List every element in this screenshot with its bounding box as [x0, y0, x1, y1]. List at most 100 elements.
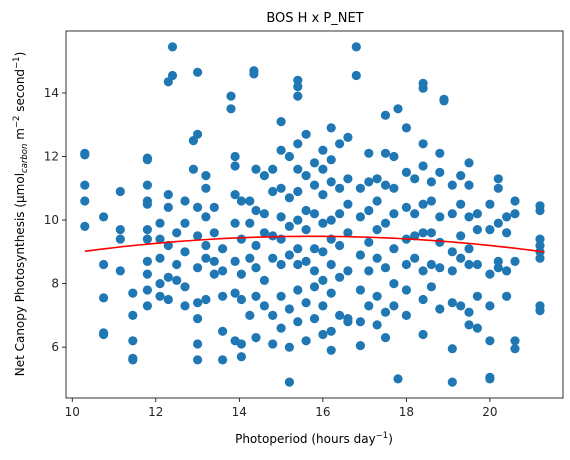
data-point-43 — [172, 228, 182, 238]
data-point-12 — [115, 234, 125, 244]
data-point-228 — [410, 209, 420, 219]
data-point-292 — [502, 291, 512, 301]
data-point-207 — [380, 180, 391, 190]
data-point-134 — [293, 164, 303, 174]
data-point-106 — [259, 228, 269, 238]
data-point-68 — [209, 202, 219, 212]
data-point-217 — [389, 301, 399, 311]
data-point-113 — [268, 310, 278, 320]
data-point-265 — [464, 158, 474, 168]
data-point-32 — [155, 253, 165, 263]
data-point-212 — [389, 151, 399, 162]
data-point-158 — [318, 218, 328, 228]
data-point-116 — [276, 145, 286, 155]
data-point-291 — [502, 266, 512, 276]
data-point-252 — [439, 96, 449, 106]
data-point-261 — [456, 199, 466, 209]
data-point-218 — [393, 104, 403, 114]
y-axis-label: Net Canopy Photosynthesis (μmolcarbon m−… — [12, 52, 30, 377]
data-point-166 — [326, 215, 336, 225]
data-point-152 — [309, 266, 320, 276]
chart-title: BOS H x P_NET — [266, 11, 363, 26]
data-point-120 — [276, 259, 286, 270]
data-point-239 — [418, 329, 428, 340]
data-point-230 — [410, 253, 420, 263]
data-point-49 — [180, 282, 190, 292]
data-point-73 — [218, 266, 228, 276]
data-point-123 — [284, 151, 294, 162]
data-point-61 — [193, 355, 203, 365]
data-point-187 — [355, 183, 365, 193]
x-axis-label: Photoperiod (hours day−1) — [235, 431, 393, 446]
data-point-41 — [167, 42, 178, 52]
data-point-27 — [142, 285, 152, 295]
data-point-150 — [309, 209, 320, 219]
data-point-157 — [318, 190, 328, 200]
data-point-133 — [293, 139, 303, 149]
data-point-46 — [180, 196, 190, 206]
data-point-124 — [284, 193, 294, 203]
data-point-99 — [251, 205, 261, 216]
data-point-227 — [410, 174, 420, 184]
data-point-193 — [364, 148, 374, 158]
data-point-199 — [372, 174, 382, 184]
data-point-184 — [343, 317, 353, 327]
data-point-60 — [193, 339, 203, 349]
data-point-300 — [535, 234, 545, 244]
data-point-255 — [447, 247, 457, 257]
data-point-208 — [380, 218, 391, 228]
data-point-177 — [335, 310, 345, 320]
data-point-33 — [155, 279, 165, 289]
data-point-56 — [193, 231, 203, 241]
data-point-86 — [236, 196, 246, 206]
data-point-249 — [435, 263, 445, 273]
data-point-39 — [163, 294, 173, 305]
data-point-273 — [472, 225, 482, 235]
data-point-264 — [456, 301, 466, 311]
data-point-11 — [115, 225, 125, 235]
x-tick-label-18: 18 — [399, 405, 414, 419]
data-point-16 — [128, 336, 138, 346]
data-point-137 — [293, 244, 303, 254]
data-point-93 — [245, 218, 255, 228]
data-point-246 — [435, 167, 445, 177]
data-point-216 — [389, 279, 399, 289]
data-point-262 — [456, 231, 466, 241]
data-point-268 — [464, 244, 474, 254]
data-point-38 — [163, 272, 173, 282]
data-point-138 — [293, 259, 303, 270]
data-point-162 — [318, 329, 328, 340]
data-point-55 — [193, 202, 203, 212]
data-point-185 — [351, 42, 361, 52]
data-point-172 — [335, 139, 345, 149]
data-point-151 — [309, 244, 320, 254]
data-point-97 — [249, 69, 259, 79]
data-point-65 — [201, 240, 211, 251]
data-point-257 — [447, 298, 457, 308]
data-point-201 — [372, 225, 382, 235]
data-point-59 — [193, 314, 203, 324]
data-point-67 — [201, 294, 211, 305]
data-point-165 — [326, 177, 336, 187]
data-point-107 — [259, 275, 269, 285]
data-point-117 — [276, 183, 286, 193]
data-point-160 — [318, 275, 328, 285]
data-point-206 — [380, 148, 391, 158]
data-point-189 — [355, 250, 365, 260]
data-point-89 — [236, 294, 246, 305]
fit-line — [84, 235, 545, 253]
data-point-57 — [193, 263, 203, 273]
data-point-112 — [268, 253, 278, 263]
data-point-215 — [389, 244, 399, 254]
data-point-127 — [284, 304, 294, 314]
y-tick-label-14: 14 — [44, 86, 59, 100]
x-tick-label-20: 20 — [482, 405, 497, 419]
data-point-236 — [418, 228, 428, 238]
data-point-219 — [393, 374, 403, 384]
data-point-15 — [128, 310, 138, 320]
data-point-220 — [401, 123, 411, 133]
data-point-58 — [193, 298, 203, 308]
data-point-142 — [301, 171, 311, 181]
x-tick-label-12: 12 — [148, 405, 163, 419]
data-point-274 — [472, 259, 482, 270]
